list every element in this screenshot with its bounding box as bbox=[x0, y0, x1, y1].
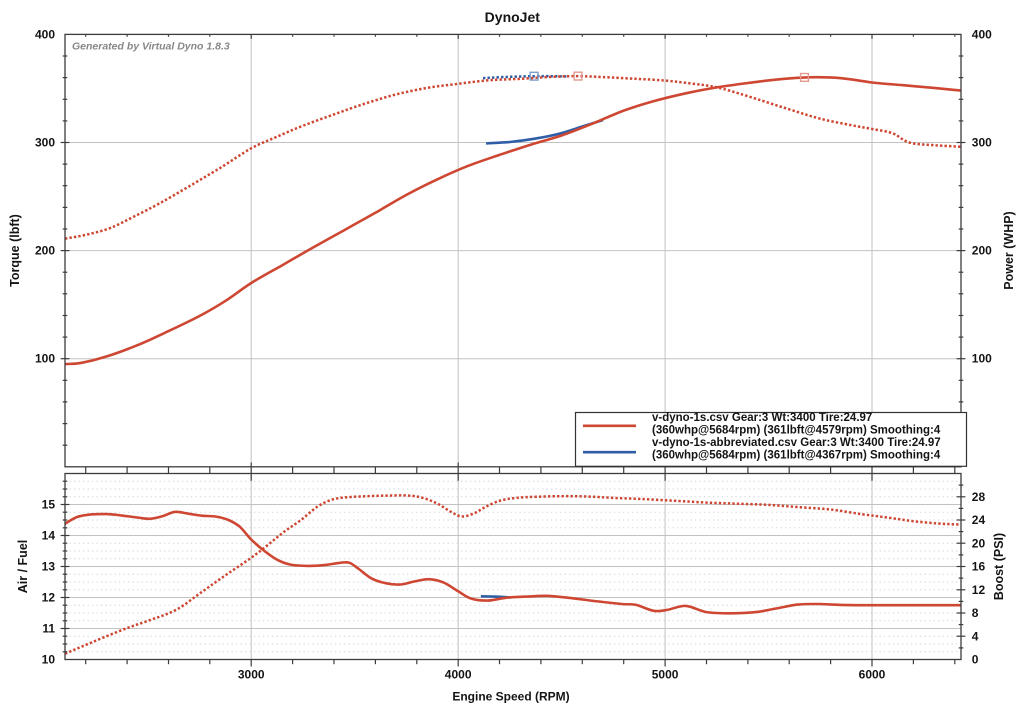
svg-text:Generated by Virtual Dyno 1.8.: Generated by Virtual Dyno 1.8.3 bbox=[72, 41, 230, 53]
svg-text:v-dyno-1s.csv Gear:3 Wt:3400 T: v-dyno-1s.csv Gear:3 Wt:3400 Tire:24.97 bbox=[652, 412, 872, 424]
svg-text:200: 200 bbox=[972, 244, 992, 258]
svg-text:Torque (lbft): Torque (lbft) bbox=[8, 214, 22, 287]
svg-text:10: 10 bbox=[42, 653, 56, 667]
svg-text:28: 28 bbox=[972, 490, 986, 504]
svg-text:v-dyno-1s-abbreviated.csv Gear: v-dyno-1s-abbreviated.csv Gear:3 Wt:3400… bbox=[652, 437, 941, 449]
svg-text:(360whp@5684rpm) (361lbft@4367: (360whp@5684rpm) (361lbft@4367rpm) Smoot… bbox=[652, 450, 941, 462]
svg-text:(360whp@5684rpm) (361lbft@4579: (360whp@5684rpm) (361lbft@4579rpm) Smoot… bbox=[652, 425, 941, 437]
svg-text:15: 15 bbox=[42, 498, 56, 512]
svg-text:14: 14 bbox=[42, 529, 56, 543]
svg-text:400: 400 bbox=[35, 27, 55, 41]
svg-text:12: 12 bbox=[42, 591, 56, 605]
svg-text:300: 300 bbox=[972, 136, 992, 150]
svg-text:16: 16 bbox=[972, 560, 986, 574]
svg-text:400: 400 bbox=[972, 27, 992, 41]
svg-text:Air / Fuel: Air / Fuel bbox=[16, 540, 30, 593]
svg-text:100: 100 bbox=[972, 352, 992, 366]
svg-text:5000: 5000 bbox=[652, 668, 679, 682]
svg-text:Engine Speed (RPM): Engine Speed (RPM) bbox=[452, 690, 569, 704]
svg-text:300: 300 bbox=[35, 136, 55, 150]
svg-text:DynoJet: DynoJet bbox=[485, 9, 541, 25]
svg-text:11: 11 bbox=[42, 622, 55, 636]
svg-text:8: 8 bbox=[972, 606, 979, 620]
svg-text:24: 24 bbox=[972, 513, 986, 527]
svg-text:100: 100 bbox=[35, 352, 55, 366]
svg-text:13: 13 bbox=[42, 560, 56, 574]
svg-text:3000: 3000 bbox=[238, 668, 265, 682]
svg-text:4000: 4000 bbox=[445, 668, 472, 682]
svg-text:200: 200 bbox=[35, 244, 55, 258]
svg-text:6000: 6000 bbox=[859, 668, 886, 682]
svg-text:12: 12 bbox=[972, 583, 986, 597]
svg-text:4: 4 bbox=[972, 629, 979, 643]
svg-text:Boost (PSI): Boost (PSI) bbox=[992, 533, 1006, 600]
svg-text:20: 20 bbox=[972, 536, 986, 550]
svg-text:0: 0 bbox=[972, 653, 979, 667]
svg-text:Power (WHP): Power (WHP) bbox=[1002, 211, 1016, 289]
